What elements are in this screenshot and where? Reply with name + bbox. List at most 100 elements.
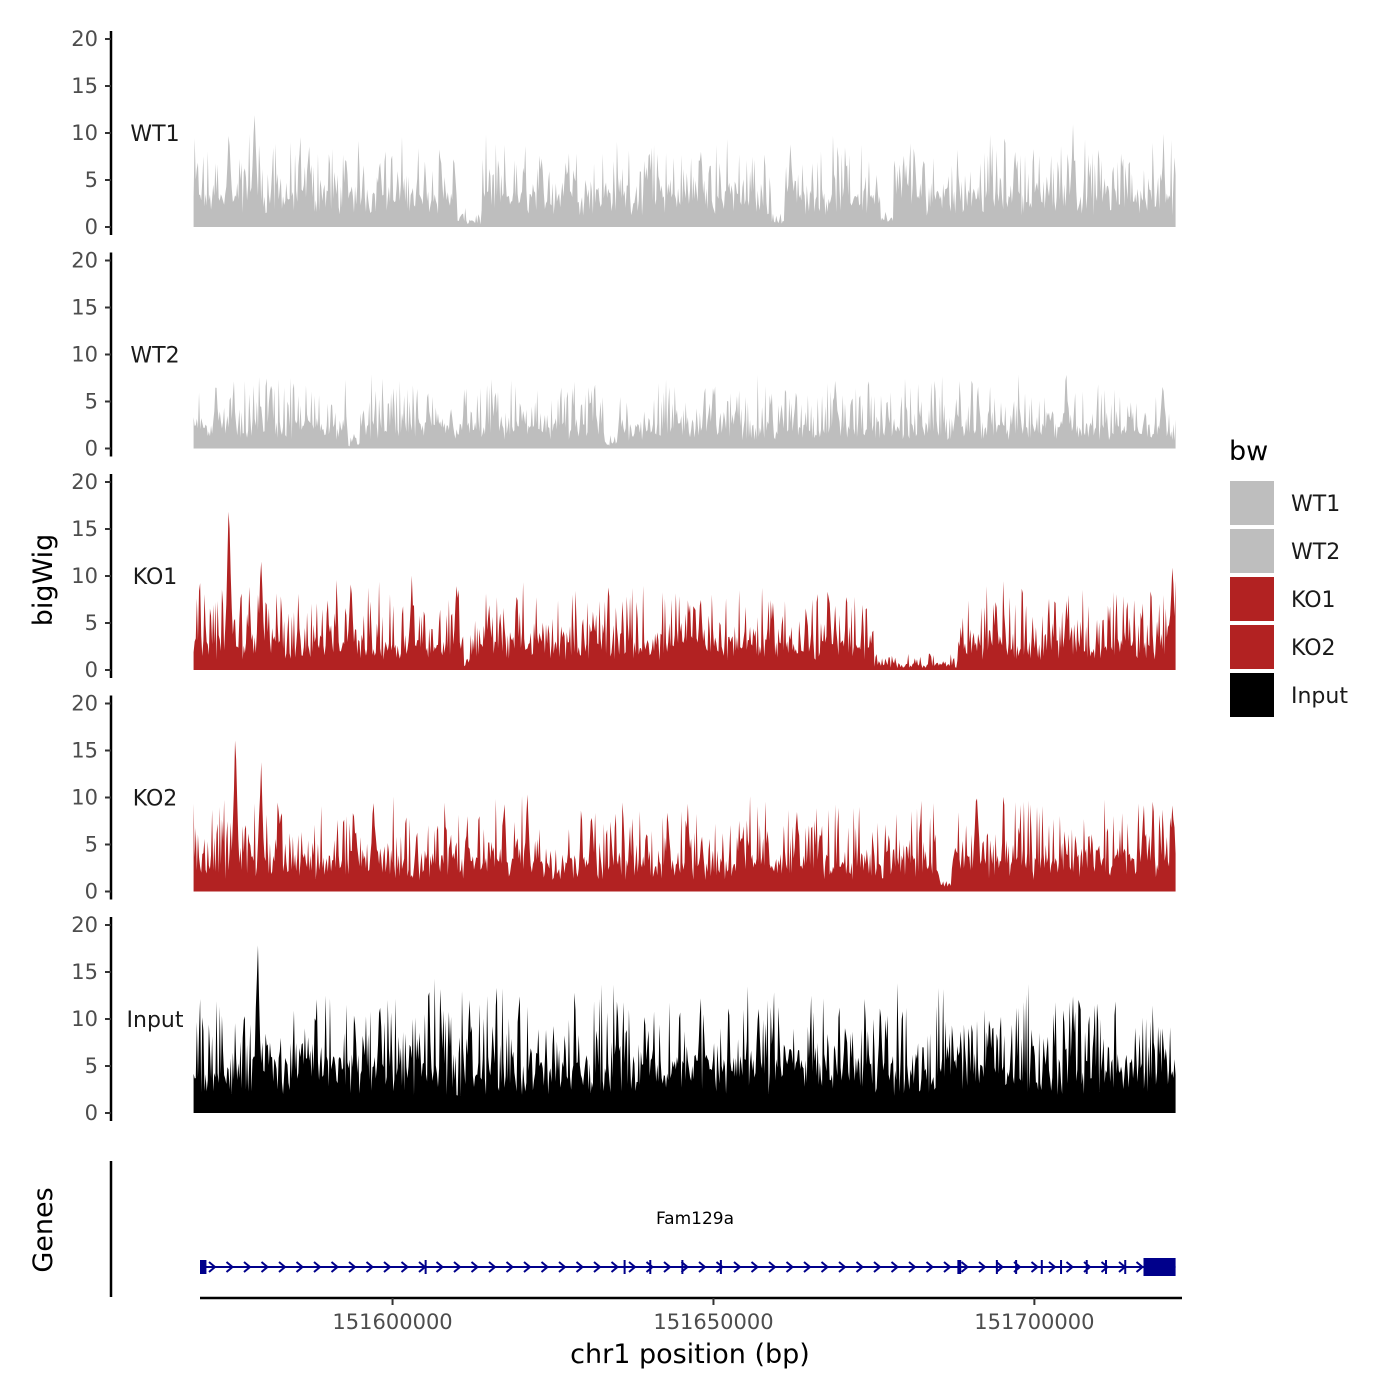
strand-arrow [295,1261,305,1273]
strand-arrow [978,1261,987,1273]
exon [719,1260,722,1274]
gene-track-title: Genes [28,1187,59,1272]
strand-arrow [733,1261,742,1273]
track-label-ko1: KO1 [133,565,178,590]
track-label-ko2: KO2 [133,787,178,812]
y-tick-label: 0 [85,880,98,904]
panel-wt1: 0 5 10 15 20 WT1 [71,27,1176,239]
strand-arrow [995,1261,1005,1273]
exon [957,1260,962,1274]
gene-model [200,1258,1176,1276]
signal-area-ko1 [193,511,1176,670]
legend-title: bw [1229,436,1268,467]
strand-arrow [1135,1261,1145,1273]
panel-ko2: 0 5 10 15 20 KO2 [71,692,1176,904]
exon [649,1260,652,1274]
strand-arrow [488,1261,497,1273]
y-tick-label: 15 [71,517,98,541]
track-label-input: Input [127,1008,184,1033]
strand-arrow [698,1261,707,1273]
exon [1040,1260,1043,1274]
y-tick-label: 15 [71,74,98,98]
exon [1015,1260,1018,1274]
strand-arrow [715,1261,725,1273]
x-axis-title: chr1 position (bp) [570,1339,810,1370]
strand-arrow [278,1261,287,1273]
exon [424,1260,427,1274]
track-label-wt1: WT1 [130,122,179,147]
strand-arrow [540,1261,550,1273]
exon [995,1260,998,1274]
y-tick-label: 10 [71,121,98,145]
strand-arrow [243,1261,252,1273]
y-tick-label: 5 [85,611,98,635]
strand-arrow [628,1261,637,1273]
y-tick-label: 0 [85,215,98,239]
y-tick-label: 20 [71,27,98,51]
strand-arrow [943,1261,952,1273]
legend-key-ko1 [1230,577,1274,621]
y-tick-label: 0 [85,658,98,682]
panel-ko1: 0 5 10 15 20 KO1 [71,470,1176,682]
strand-arrow [820,1261,830,1273]
exon [1143,1258,1176,1276]
y-tick-label: 15 [71,960,98,984]
strand-arrow [750,1261,760,1273]
y-tick-label: 20 [71,913,98,937]
strand-arrow [558,1261,567,1273]
exon [1060,1260,1063,1274]
panel-wt2: 0 5 10 15 20 WT2 [71,249,1176,461]
strand-arrow [400,1261,410,1273]
y-tick-label: 0 [85,437,98,461]
bigwig-panels: 0 5 10 15 20 WT1 0 5 10 15 20 WT2 0 5 10 15 20 KO1 0 5 10 15 2… [71,27,1176,1125]
legend: bw WT1 WT2 KO1 KO2 Input [1229,436,1348,717]
exon [1124,1260,1127,1274]
y-axis-title: bigWig [28,534,59,627]
strand-arrow [260,1261,270,1273]
x-tick-label: 151600000 [332,1310,452,1334]
x-axis: 151600000 151650000 151700000 [200,1296,1182,1334]
panel-input: 0 5 10 15 20 Input [71,913,1176,1125]
x-tick-label: 151650000 [653,1310,773,1334]
y-tick-label: 15 [71,739,98,763]
strand-arrow [680,1261,690,1273]
strand-arrow [873,1261,882,1273]
strand-arrow [960,1261,970,1273]
y-tick-label: 20 [71,249,98,273]
exon [1085,1260,1088,1274]
strand-arrow [663,1261,672,1273]
strand-arrow [925,1261,935,1273]
strand-arrow [225,1261,235,1273]
strand-arrow [768,1261,777,1273]
exon [1104,1260,1107,1274]
strand-arrow [383,1261,392,1273]
y-tick-label: 15 [71,296,98,320]
strand-arrow [1030,1261,1040,1273]
strand-arrow [523,1261,532,1273]
strand-arrow [208,1261,217,1273]
strand-arrow [575,1261,585,1273]
legend-key-wt2 [1230,529,1274,573]
signal-area-wt1 [193,115,1176,227]
strand-arrow [470,1261,480,1273]
strand-arrow [645,1261,655,1273]
signal-area-input [193,945,1176,1113]
strand-arrow [1048,1261,1057,1273]
x-tick-label: 151700000 [974,1310,1094,1334]
strand-arrow [313,1261,322,1273]
y-tick-label: 5 [85,1054,98,1078]
legend-label-ko1: KO1 [1291,588,1336,613]
y-tick-label: 10 [71,1007,98,1031]
y-tick-label: 20 [71,692,98,716]
strand-arrow [1065,1261,1075,1273]
y-tick-label: 5 [85,833,98,857]
strand-arrow [505,1261,515,1273]
track-label-wt2: WT2 [130,344,179,369]
strand-arrow [803,1261,812,1273]
strand-arrow [1100,1261,1110,1273]
strand-arrow [838,1261,847,1273]
legend-key-input [1230,673,1274,717]
y-tick-label: 0 [85,1101,98,1125]
legend-key-ko2 [1230,625,1274,669]
